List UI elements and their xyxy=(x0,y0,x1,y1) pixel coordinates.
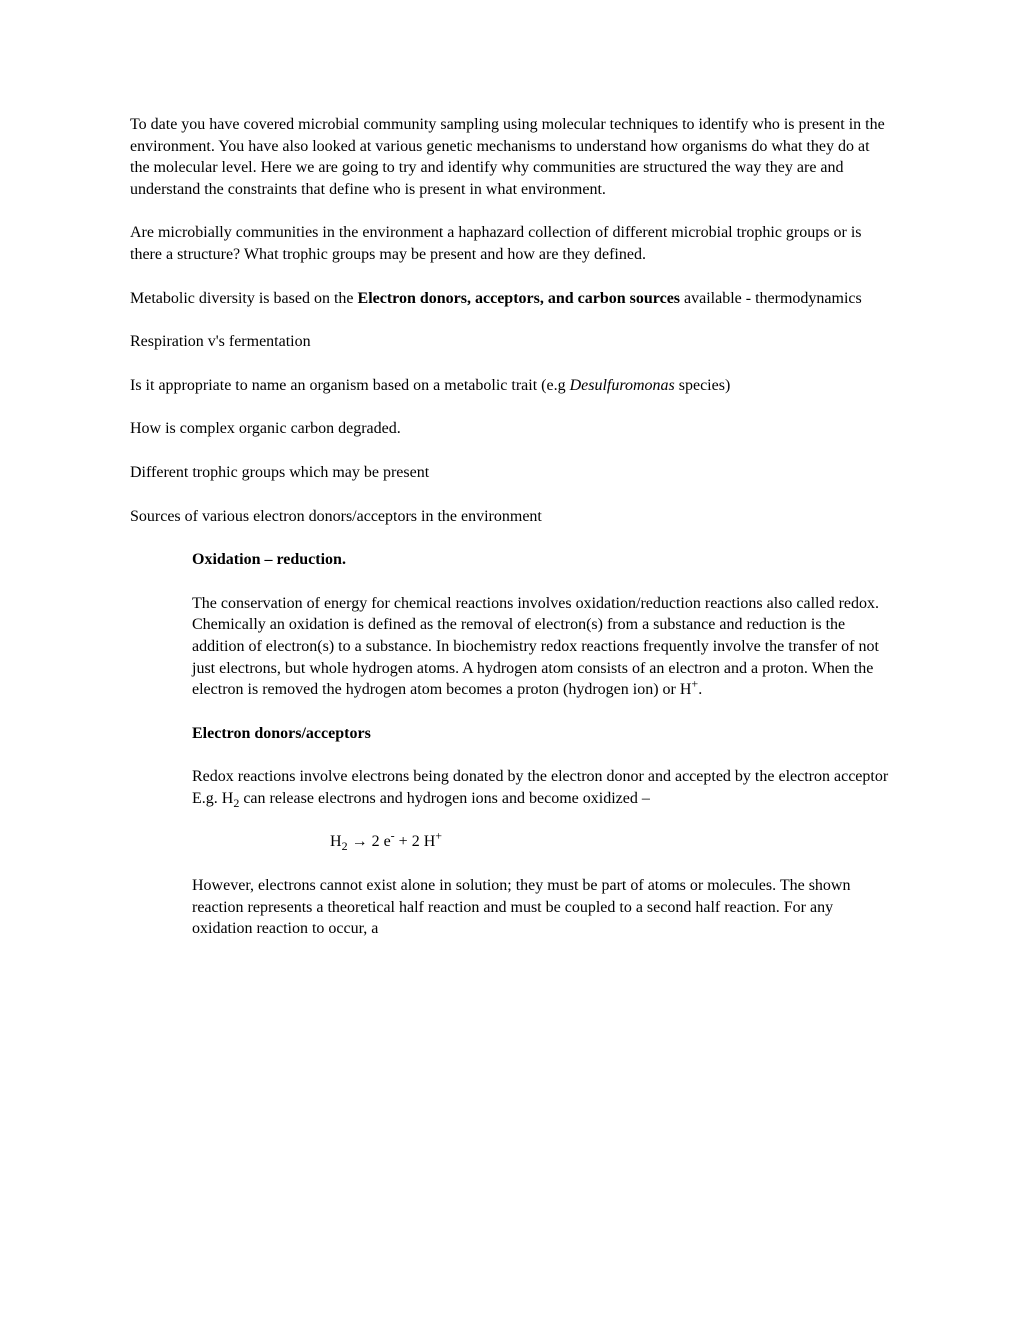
paragraph-however: However, electrons cannot exist alone in… xyxy=(192,875,890,940)
equation-redox: H2 → 2 e- + 2 H+ xyxy=(330,831,890,853)
paragraph-oxidation-body: The conservation of energy for chemical … xyxy=(192,593,890,701)
text-fragment: Metabolic diversity is based on the xyxy=(130,290,358,307)
eq-H: H xyxy=(330,833,342,850)
paragraph-naming: Is it appropriate to name an organism ba… xyxy=(130,375,890,397)
paragraph-intro: To date you have covered microbial commu… xyxy=(130,114,890,200)
text-fragment: can release electrons and hydrogen ions … xyxy=(239,790,650,807)
text-fragment: Is it appropriate to name an organism ba… xyxy=(130,377,570,394)
heading-oxidation: Oxidation – reduction. xyxy=(192,549,890,571)
paragraph-question: Are microbially communities in the envir… xyxy=(130,222,890,265)
text-fragment: available - thermodynamics xyxy=(680,290,862,307)
text-fragment: . xyxy=(698,681,702,698)
paragraph-donors-body: Redox reactions involve electrons being … xyxy=(192,766,890,809)
eq-plus: + 2 H xyxy=(395,833,436,850)
paragraph-carbon: How is complex organic carbon degraded. xyxy=(130,418,890,440)
paragraph-sources: Sources of various electron donors/accep… xyxy=(130,506,890,528)
text-fragment: The conservation of energy for chemical … xyxy=(192,595,879,698)
document-page: To date you have covered microbial commu… xyxy=(0,0,1020,1320)
heading-donors: Electron donors/acceptors xyxy=(192,723,890,745)
paragraph-trophic: Different trophic groups which may be pr… xyxy=(130,462,890,484)
text-fragment: species) xyxy=(675,377,731,394)
text-italic-species: Desulfuromonas xyxy=(570,377,675,394)
paragraph-metabolic: Metabolic diversity is based on the Elec… xyxy=(130,288,890,310)
text-bold-electron: Electron donors, acceptors, and carbon s… xyxy=(358,290,681,307)
paragraph-respiration: Respiration v's fermentation xyxy=(130,331,890,353)
eq-arrow: → 2 e xyxy=(348,833,391,850)
superscript-plus: + xyxy=(435,829,442,843)
